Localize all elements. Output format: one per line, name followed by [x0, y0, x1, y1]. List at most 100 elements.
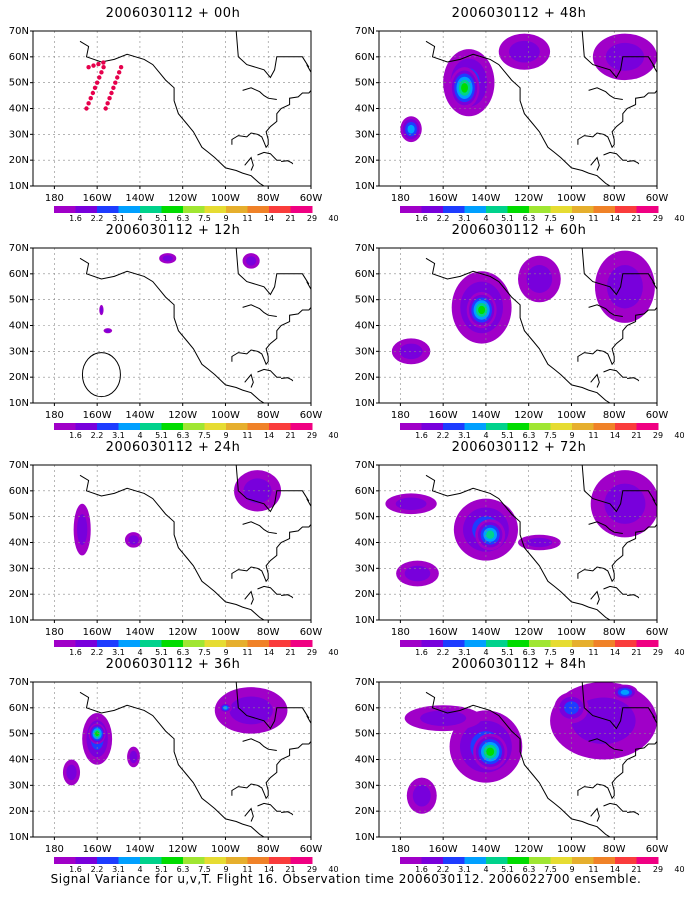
colorbar-swatch	[75, 857, 98, 864]
y-tick-label: 70N	[9, 243, 29, 254]
x-tick-label: 120W	[514, 410, 543, 421]
colorbar-label: 40	[328, 648, 338, 657]
colorbar-label: 6.3	[523, 214, 536, 223]
colorbar-label: 14	[264, 648, 274, 657]
y-tick-label: 60N	[9, 52, 29, 63]
colorbar-swatch	[443, 857, 465, 864]
coastline	[652, 64, 657, 73]
x-tick-label: 180	[391, 193, 410, 204]
x-tick-label: 80W	[603, 193, 626, 204]
y-tick-label: 30N	[9, 346, 29, 357]
colorbar-swatch	[400, 857, 422, 864]
x-tick-label: 160W	[83, 844, 112, 855]
coastline	[603, 802, 628, 812]
coastline	[652, 281, 657, 290]
x-tick-label: 160W	[429, 410, 458, 421]
coastline	[425, 257, 621, 403]
observation-point	[113, 80, 118, 85]
colorbar-label: 3.1	[458, 214, 471, 223]
map-panel: 2006030112 + 00h 10N 20N 30N 40N 50N 60N 70N 180…	[0, 0, 346, 223]
colorbar-label: 9	[569, 214, 574, 223]
colorbar-swatch	[615, 857, 637, 864]
colorbar-label: 7.5	[544, 214, 557, 223]
x-tick-label: 100W	[557, 193, 586, 204]
x-tick-label: 60W	[646, 193, 669, 204]
coastline	[581, 465, 656, 513]
variance-contour	[162, 255, 173, 262]
panel-title: 2006030112 + 48h	[451, 6, 587, 21]
colorbar-label: 7.5	[544, 865, 557, 874]
colorbar-swatch	[97, 206, 119, 213]
colorbar-label: 14	[610, 648, 620, 657]
colorbar-label: 3.1	[112, 214, 125, 223]
y-tick-label: 20N	[9, 155, 29, 166]
coastline	[588, 87, 623, 100]
variance-contour	[404, 565, 431, 582]
coastline	[425, 40, 621, 186]
colorbar-swatch	[140, 857, 162, 864]
x-tick-label: 160W	[83, 410, 112, 421]
coastline	[581, 682, 656, 730]
coastline	[242, 738, 277, 751]
colorbar-label: 40	[328, 214, 338, 223]
colorbar-swatch	[421, 423, 444, 430]
y-tick-label: 60N	[355, 52, 375, 63]
y-tick-label: 70N	[9, 677, 29, 688]
variance-contour	[606, 265, 643, 309]
colorbar-swatch	[204, 423, 227, 430]
colorbar-swatch	[54, 857, 76, 864]
map-panel: 2006030112 + 84h 10N 20N 30N 40N 50N 60N 70N 180…	[346, 651, 692, 874]
y-tick-label: 70N	[9, 460, 29, 471]
map-plot: 10N 20N 30N 40N 50N 60N 70N 180 160W 140W 120W 100W…	[355, 243, 685, 440]
observation-point	[105, 101, 110, 106]
observation-point	[91, 63, 96, 68]
x-tick-label: 160W	[83, 193, 112, 204]
variance-contour	[509, 40, 540, 63]
colorbar-swatch	[290, 640, 313, 647]
colorbar-label: 6.3	[523, 865, 536, 874]
colorbar-swatch	[443, 640, 465, 647]
colorbar-swatch	[400, 640, 422, 647]
colorbar-swatch	[226, 423, 248, 430]
x-tick-label: 180	[45, 193, 64, 204]
y-tick-label: 70N	[355, 243, 375, 254]
coastline	[425, 474, 621, 620]
colorbar-label: 11	[588, 648, 598, 657]
y-tick-label: 60N	[9, 703, 29, 714]
y-tick-label: 60N	[355, 486, 375, 497]
y-tick-label: 10N	[9, 615, 29, 626]
y-tick-label: 20N	[355, 372, 375, 383]
colorbar-swatch	[593, 640, 616, 647]
colorbar-label: 9	[569, 865, 574, 874]
variance-contour	[229, 696, 273, 725]
y-tick-label: 30N	[9, 129, 29, 140]
coastline	[79, 257, 275, 403]
colorbar-label: 9	[569, 648, 574, 657]
y-tick-label: 40N	[355, 321, 375, 332]
colorbar-swatch	[615, 640, 637, 647]
colorbar-label: 29	[307, 431, 317, 440]
x-tick-label: 60W	[646, 410, 669, 421]
x-tick-label: 100W	[557, 410, 586, 421]
coastline	[242, 87, 277, 100]
colorbar-label: 14	[264, 431, 274, 440]
coastline	[79, 40, 275, 186]
colorbar-swatch	[183, 857, 205, 864]
colorbar-swatch	[486, 857, 508, 864]
variance-contour	[526, 265, 553, 293]
colorbar-label: 2.2	[437, 865, 450, 874]
colorbar-label: 3.1	[458, 865, 471, 874]
colorbar-swatch	[204, 206, 227, 213]
observation-point	[84, 106, 89, 111]
x-tick-label: 180	[45, 627, 64, 638]
colorbar-swatch	[161, 206, 184, 213]
colorbar-label: 9	[223, 214, 228, 223]
colorbar-swatch	[636, 206, 659, 213]
coastline	[425, 691, 621, 837]
observation-point	[101, 60, 106, 65]
colorbar-swatch	[226, 857, 248, 864]
map-panel: 2006030112 + 72h 10N 20N 30N 40N 50N 60N 70N 180…	[346, 434, 692, 657]
colorbar-label: 1.6	[415, 214, 428, 223]
colorbar-label: 21	[285, 431, 295, 440]
x-tick-label: 140W	[471, 410, 500, 421]
